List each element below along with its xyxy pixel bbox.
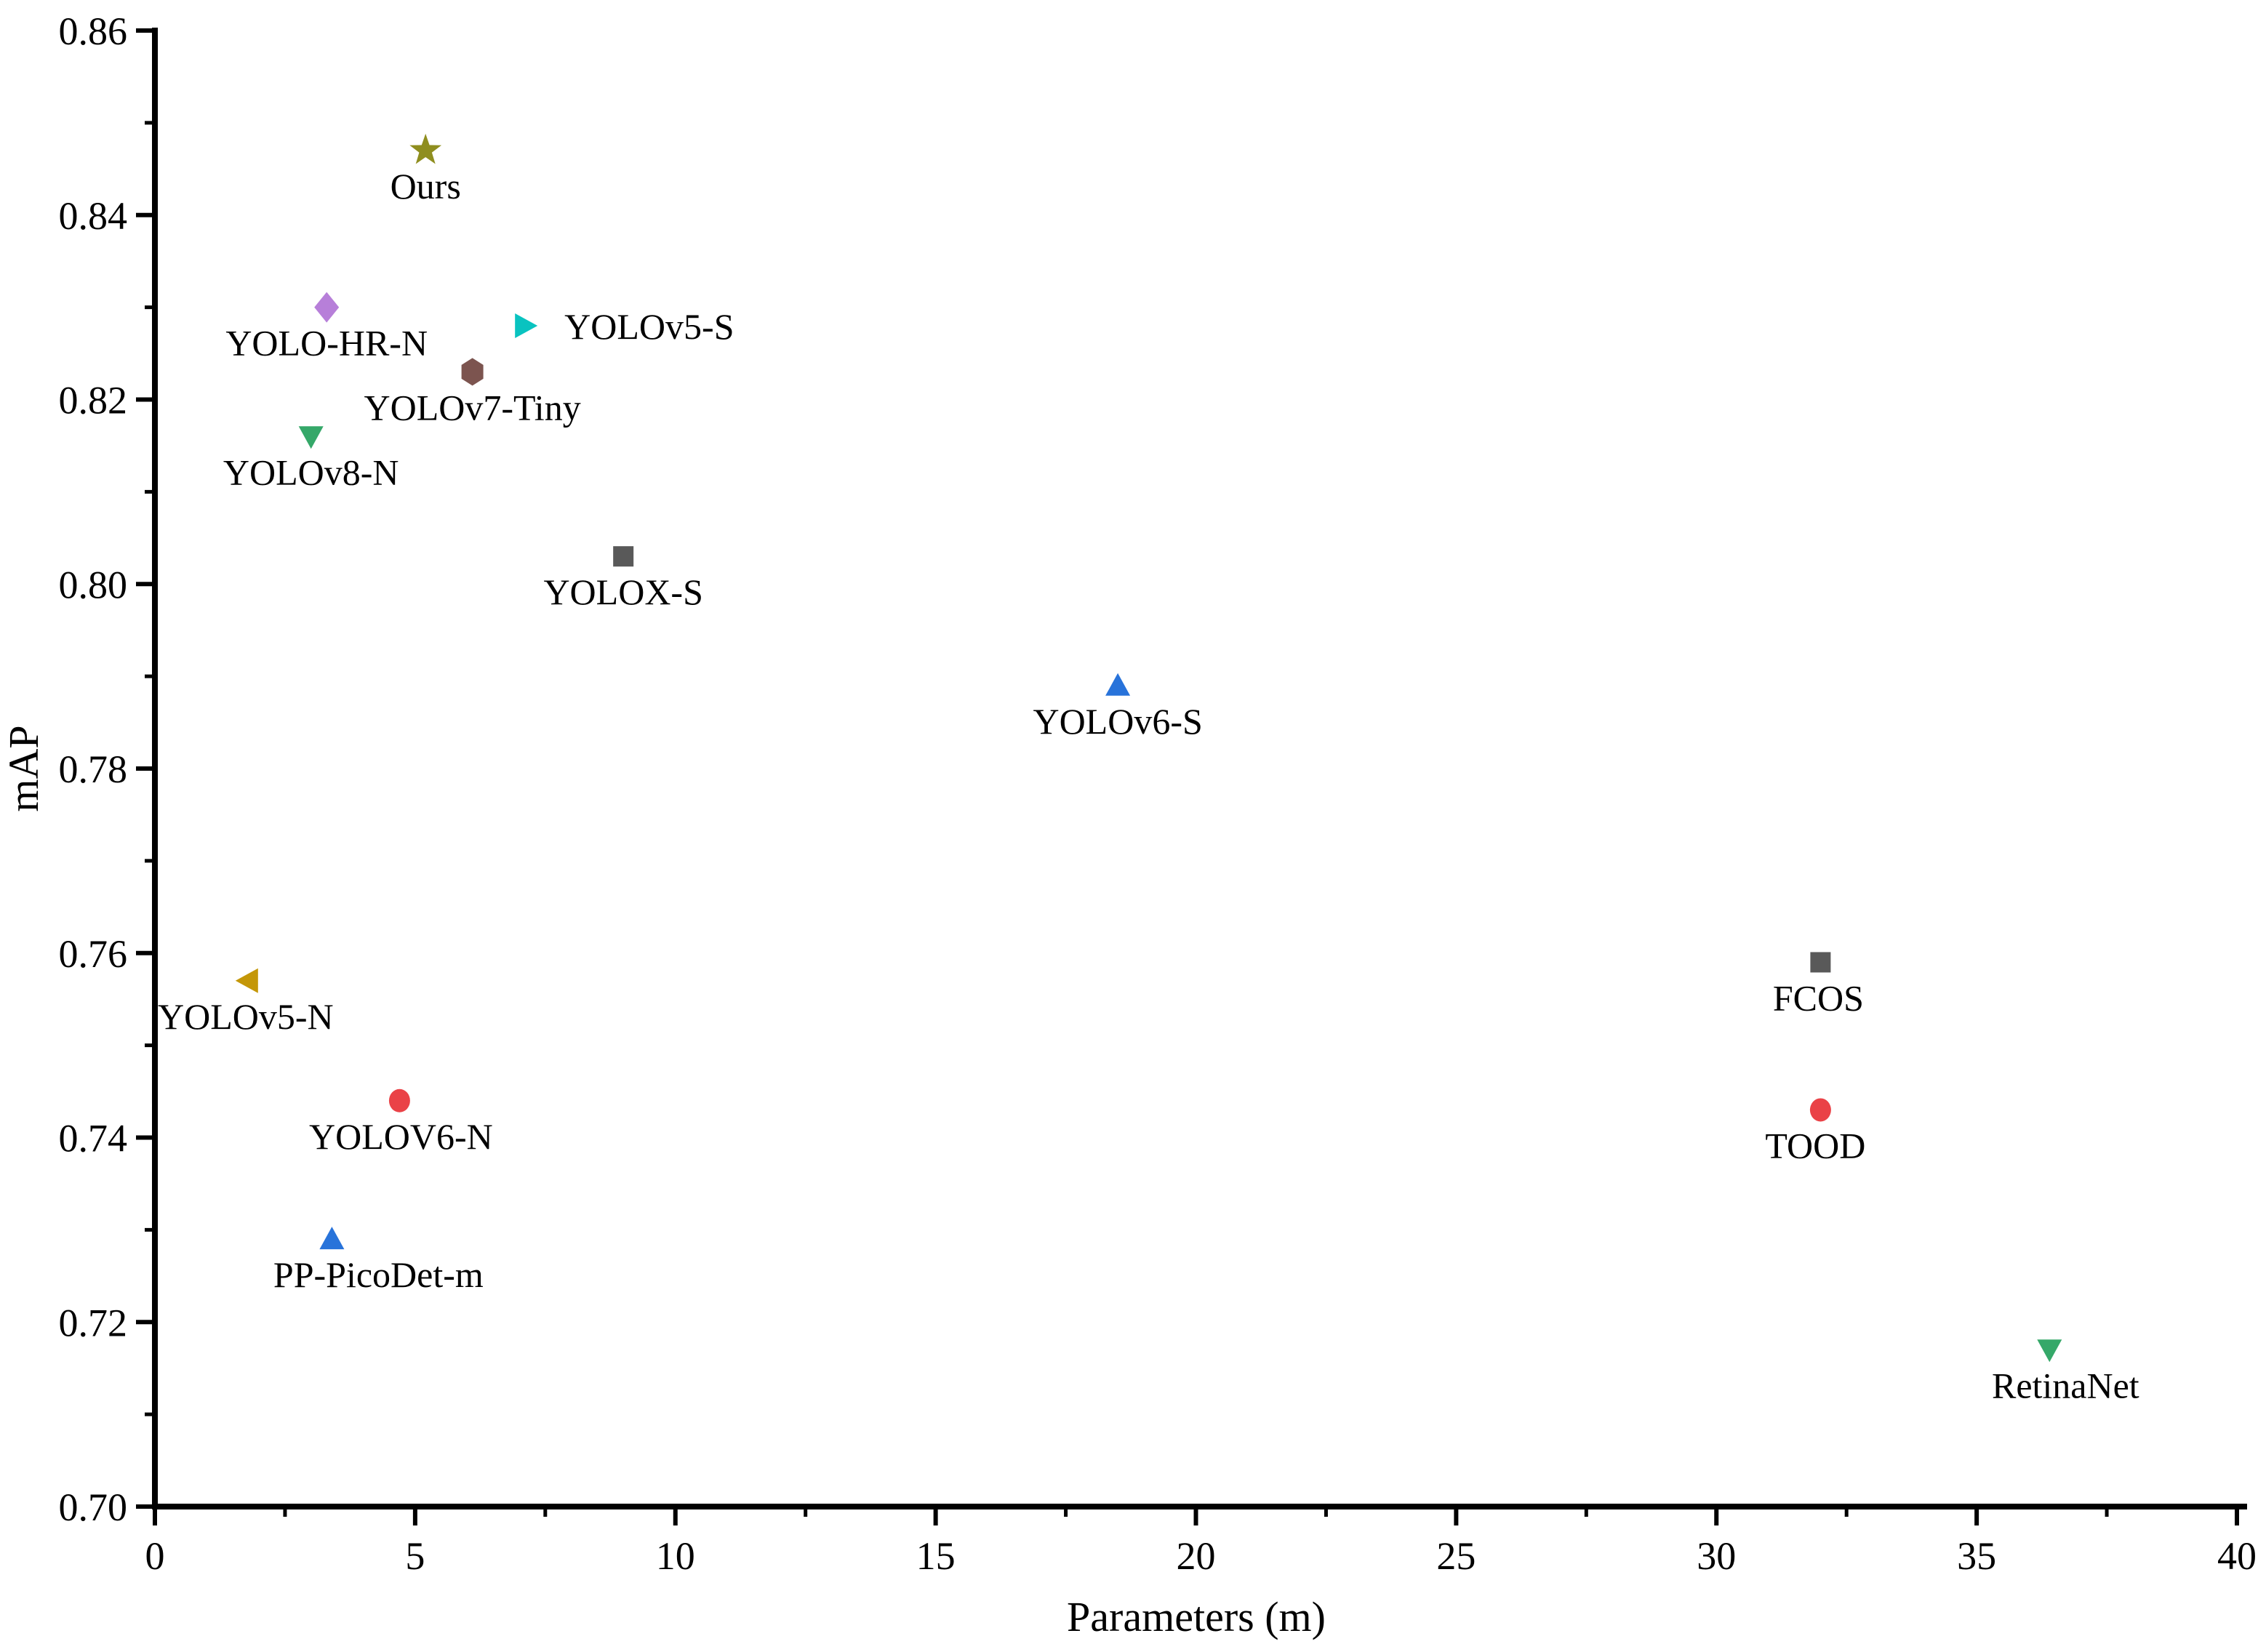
- data-point-labels: Ours YOLO-HR-N YOLOv5-S YOLOv7-Tiny YOLOv8-N…: [158, 166, 2139, 1406]
- y-tick-label: 0.80: [59, 563, 128, 606]
- point-label-yolov6-s: YOLOv6-S: [1033, 701, 1202, 742]
- point-label-ours: Ours: [391, 166, 461, 206]
- x-tick-label: 15: [916, 1534, 956, 1578]
- data-point-fcos: [1810, 952, 1831, 973]
- x-tick-label: 20: [1177, 1534, 1216, 1578]
- point-label-fcos: FCOS: [1773, 977, 1864, 1018]
- axis-ticks: [136, 28, 2239, 1525]
- y-axis-title: mAP: [0, 725, 47, 811]
- y-tick-label: 0.76: [59, 932, 128, 976]
- point-label-yolov8-n: YOLOv8-N: [223, 452, 399, 492]
- data-point-ours: [409, 133, 442, 164]
- point-label-tood: TOOD: [1765, 1125, 1865, 1166]
- data-point-yolov6-s: [1105, 673, 1131, 696]
- x-tick-label: 10: [656, 1534, 695, 1578]
- y-tick-label: 0.86: [59, 9, 128, 53]
- y-tick-label: 0.82: [59, 379, 128, 422]
- data-points: [235, 133, 2062, 1363]
- data-point-yolov8-n: [298, 426, 324, 449]
- tick-labels: 0 5 10 15 20 25 30 35 40 0.70 0.72 0.74 0.76 0.78 0.80…: [59, 9, 2257, 1578]
- point-label-pp-picodet-m: PP-PicoDet-m: [273, 1254, 484, 1295]
- x-tick-label: 40: [2217, 1534, 2257, 1578]
- x-tick-label: 5: [405, 1534, 425, 1578]
- y-tick-label: 0.84: [59, 194, 128, 238]
- point-label-yolov5-n: YOLOv5-N: [158, 996, 334, 1037]
- point-label-retinanet: RetinaNet: [1992, 1365, 2139, 1406]
- x-axis-title: Parameters (m): [1067, 1593, 1326, 1640]
- data-point-retinanet: [2037, 1339, 2062, 1363]
- data-point-yolox-s: [613, 546, 634, 567]
- point-label-yolov6-n: YOLOV6-N: [309, 1116, 493, 1157]
- y-tick-label: 0.70: [59, 1485, 128, 1529]
- data-point-yolov5-n: [235, 968, 258, 993]
- data-point-yolov5-s: [515, 313, 538, 338]
- data-point-yolo-hr-n: [314, 292, 340, 323]
- y-tick-label: 0.74: [59, 1117, 128, 1160]
- data-point-pp-picodet-m: [319, 1227, 345, 1250]
- x-tick-label: 30: [1697, 1534, 1736, 1578]
- data-point-tood: [1809, 1098, 1831, 1122]
- point-label-yolox-s: YOLOX-S: [543, 572, 702, 612]
- data-point-yolov7-tiny: [461, 358, 484, 386]
- data-point-yolov6-n: [388, 1088, 410, 1112]
- x-tick-label: 0: [145, 1534, 165, 1578]
- point-label-yolov5-s: YOLOv5-S: [564, 306, 734, 347]
- x-tick-label: 25: [1436, 1534, 1476, 1578]
- y-tick-label: 0.72: [59, 1301, 128, 1344]
- point-label-yolo-hr-n: YOLO-HR-N: [225, 323, 428, 364]
- point-label-yolov7-tiny: YOLOv7-Tiny: [364, 387, 581, 428]
- x-tick-label: 35: [1957, 1534, 1996, 1578]
- y-tick-label: 0.78: [59, 747, 128, 791]
